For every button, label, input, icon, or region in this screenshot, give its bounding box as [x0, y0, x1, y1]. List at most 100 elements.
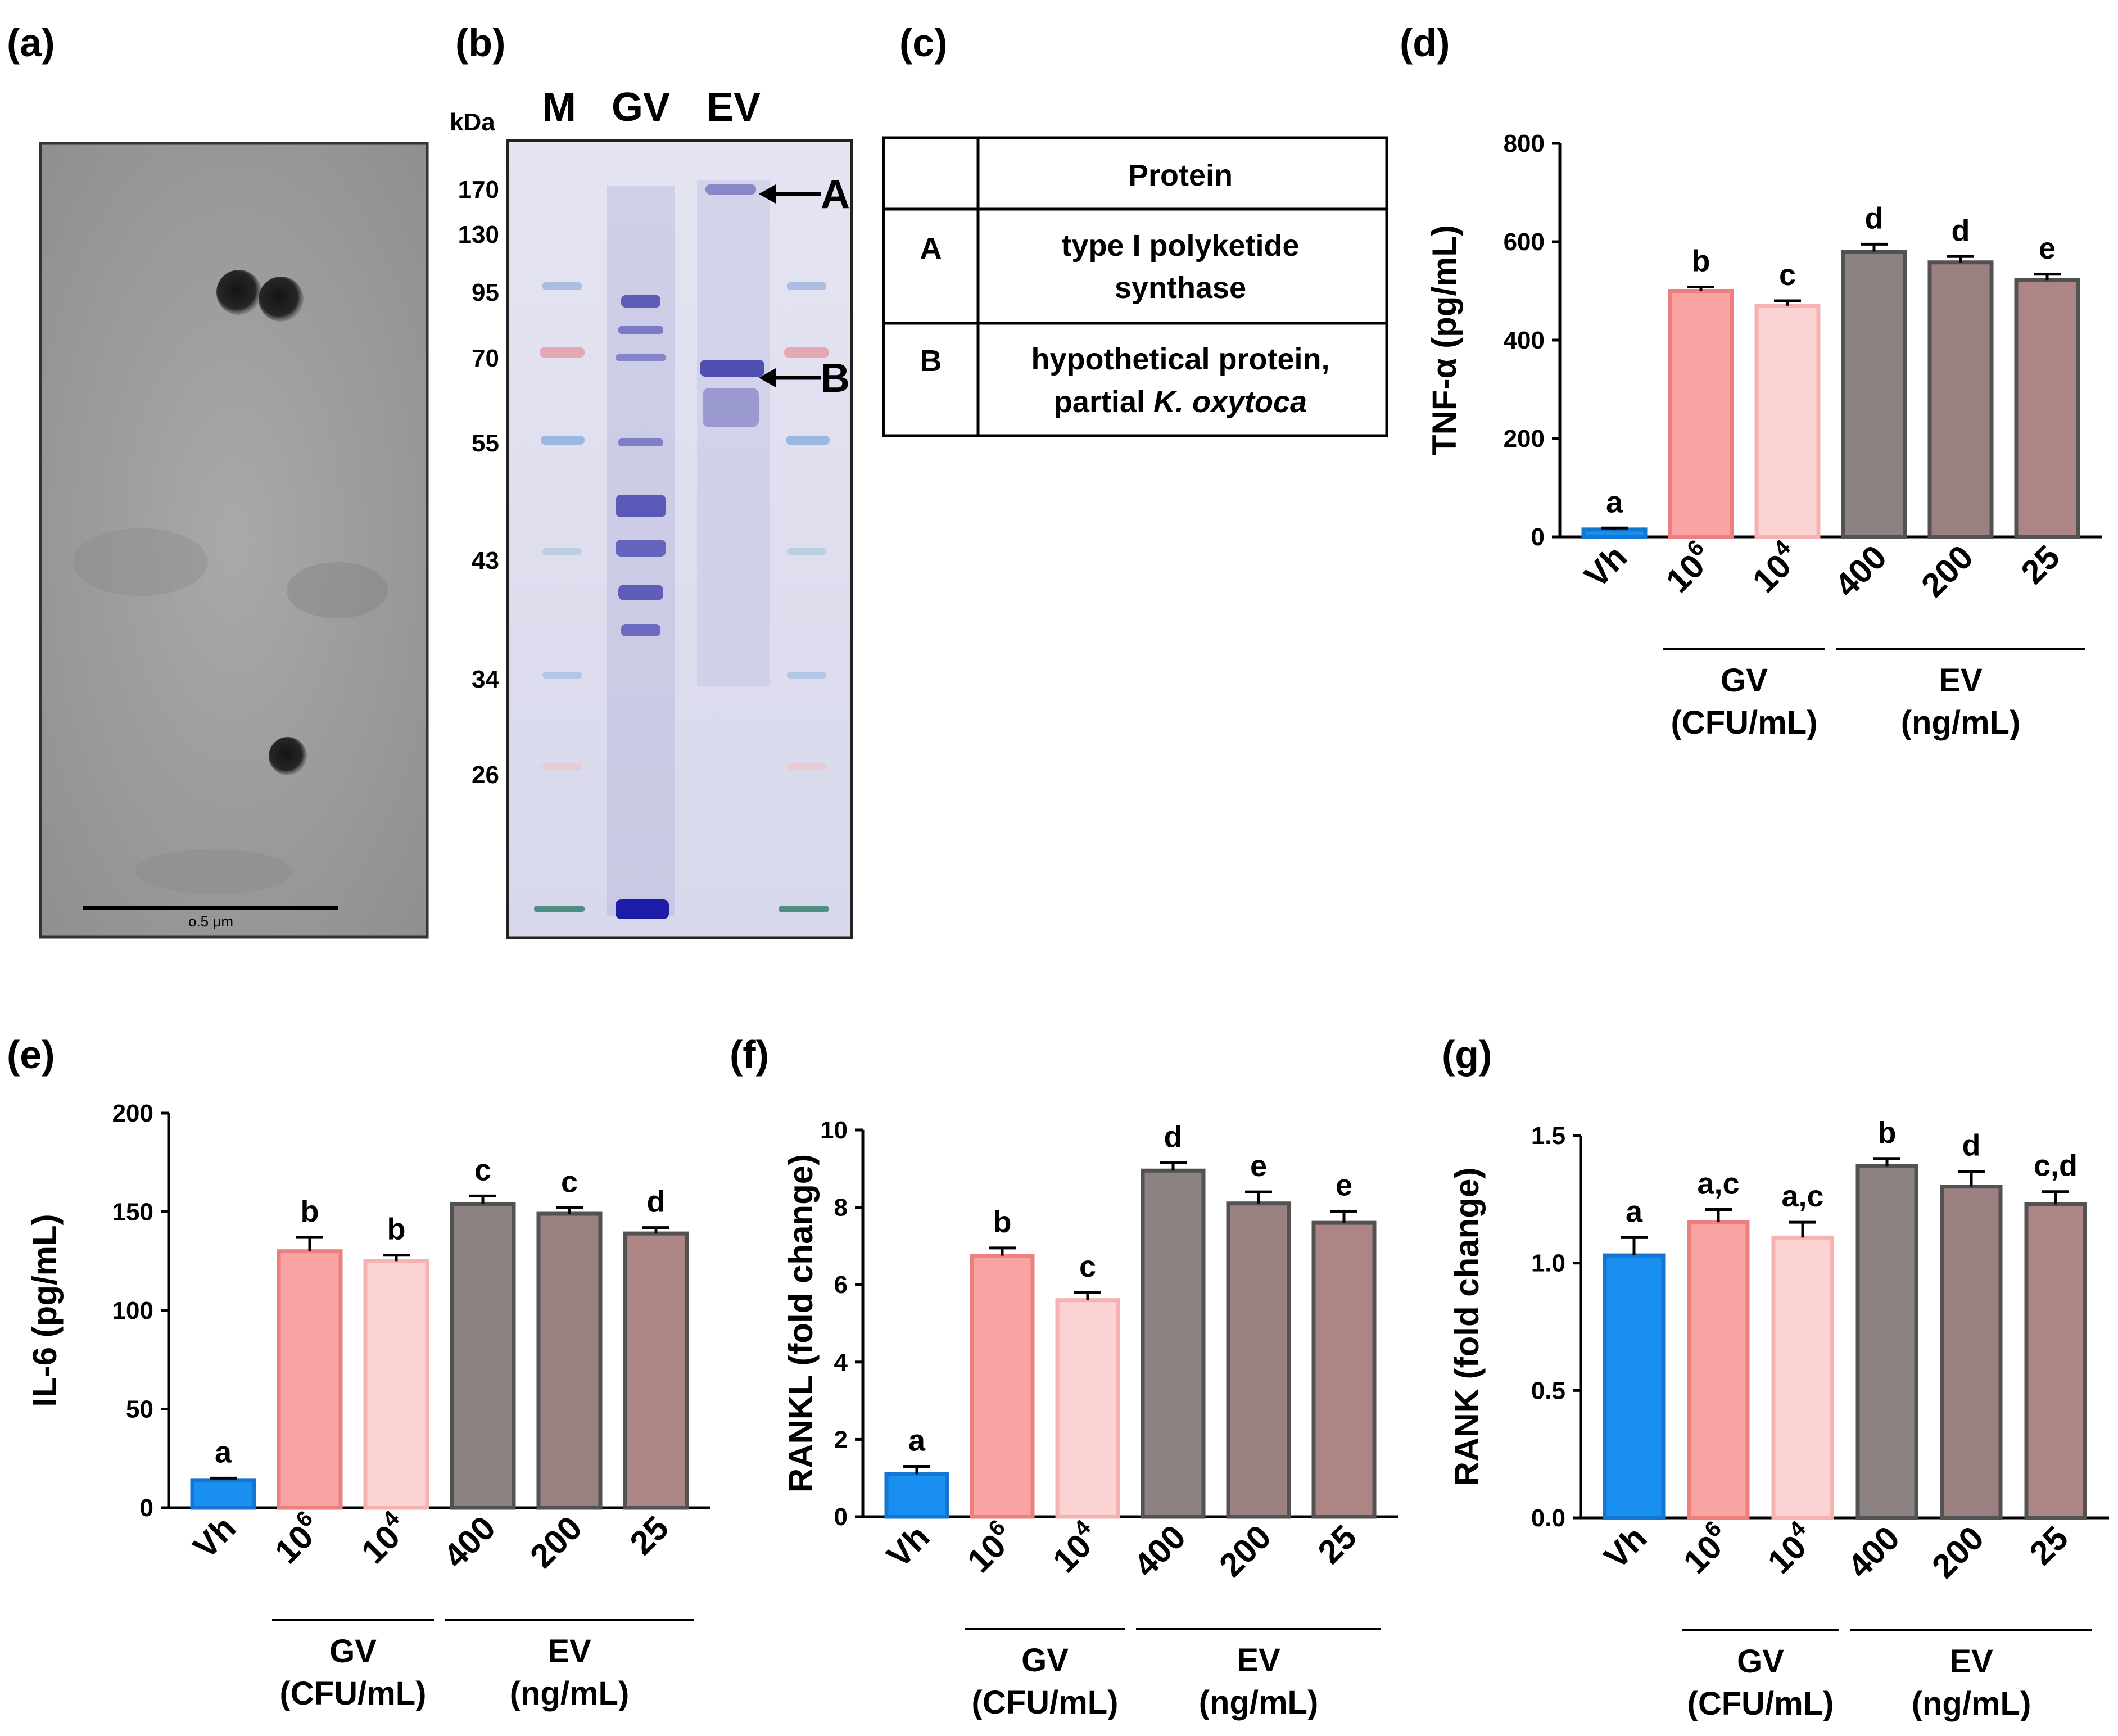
significance-label: d: [647, 1185, 666, 1219]
table-row-id: B: [920, 344, 942, 378]
panel-label-a: (a): [7, 21, 55, 65]
category-label: 106: [957, 1515, 1022, 1580]
bar: [1055, 1298, 1120, 1519]
bar: [1311, 1220, 1377, 1519]
lane-label-m: M: [542, 85, 576, 130]
panel-label-e: (e): [7, 1033, 55, 1077]
category-label: 200: [1914, 538, 1980, 604]
bar: [277, 1249, 343, 1510]
significance-label: c: [1079, 1250, 1096, 1283]
significance-label: c: [474, 1153, 491, 1187]
marker-label: 70: [472, 345, 499, 372]
category-label: 400: [436, 1509, 503, 1575]
panel-label-c: (c): [899, 21, 948, 65]
ev-lane: [697, 180, 770, 686]
bar: [1581, 527, 1648, 539]
bar: [450, 1201, 516, 1510]
kda-label: kDa: [450, 108, 495, 136]
significance-label: a: [1606, 485, 1623, 519]
scale-bar-label: o.5 μm: [188, 913, 233, 930]
chart-g: 0.0 0.5 1.0 1.5 RANK (fold change) a Vh a,c 106 a…: [1448, 1116, 2109, 1722]
bar: [1940, 1185, 2003, 1520]
gv-lane: [607, 186, 675, 919]
panel-label-b: (b): [455, 21, 505, 65]
y-tick-label: 50: [126, 1396, 153, 1423]
category-label: 104: [1043, 1515, 1108, 1580]
category-label: 104: [351, 1506, 417, 1571]
marker-label: 26: [472, 761, 499, 789]
marker-lane-left: [534, 282, 585, 912]
bar: [623, 1231, 689, 1510]
group-unit-label: (CFU/mL): [1671, 704, 1818, 741]
group-unit-label: (ng/mL): [1901, 704, 2021, 741]
bar: [1687, 1220, 1750, 1520]
significance-label: b: [993, 1205, 1012, 1239]
y-tick-label: 100: [112, 1297, 153, 1324]
y-tick-label: 200: [1504, 425, 1545, 453]
chart-e: 0 50 100 150 200 IL-6 (pg/mL) a Vh b 106 b 104 c 400 c…: [26, 1100, 710, 1712]
marker-label: 34: [472, 666, 499, 693]
group-label: EV: [547, 1633, 591, 1670]
lane-label-gv: GV: [612, 85, 670, 130]
category-label: 25: [2022, 1519, 2076, 1572]
category-label: 400: [1840, 1519, 1907, 1585]
y-axis-label: RANK (fold change): [1448, 1168, 1486, 1486]
arrow-label-a: A: [821, 172, 850, 217]
significance-label: b: [1692, 245, 1710, 278]
gel-frame: [506, 139, 853, 939]
tem-texture: [73, 528, 208, 596]
vesicle: [216, 270, 261, 315]
bar: [1754, 304, 1821, 539]
y-tick-label: 8: [834, 1194, 848, 1222]
y-axis-label: RANKL (fold change): [782, 1154, 820, 1493]
marker-lane-right: [779, 282, 830, 912]
group-unit-label: (CFU/mL): [280, 1675, 427, 1712]
y-tick-label: 0: [140, 1494, 153, 1522]
marker-label: 55: [472, 430, 499, 457]
marker-label: 170: [458, 176, 499, 204]
category-label: Vh: [186, 1509, 243, 1566]
significance-label: a: [908, 1424, 926, 1458]
significance-label: c: [561, 1165, 578, 1199]
bar: [536, 1211, 603, 1510]
bar: [2014, 278, 2080, 539]
category-label: Vh: [1597, 1519, 1654, 1576]
y-tick-label: 200: [112, 1100, 153, 1127]
y-tick-label: 600: [1504, 228, 1545, 256]
group-label: GV: [1721, 662, 1768, 699]
y-tick-label: 10: [820, 1116, 848, 1144]
category-label: 25: [623, 1509, 676, 1562]
tem-texture: [287, 562, 388, 618]
sds-page-gel: kDa M GV EV 170 130 95 70 55 43 34 26: [450, 85, 853, 939]
y-tick-label: 4: [834, 1349, 848, 1376]
significance-label: b: [1878, 1116, 1897, 1150]
group-label: GV: [329, 1633, 377, 1670]
table-cell-species: K. oxytoca: [1153, 385, 1307, 419]
bar: [1226, 1201, 1291, 1519]
arrow-b: B: [759, 356, 850, 401]
arrow-label-b: B: [821, 356, 850, 401]
significance-label: d: [1865, 201, 1884, 235]
bar: [1668, 289, 1734, 539]
y-axis-label: IL-6 (pg/mL): [26, 1214, 64, 1407]
y-tick-label: 1.5: [1531, 1122, 1565, 1150]
category-label: 25: [1311, 1518, 1364, 1571]
group-label: EV: [1237, 1642, 1280, 1679]
marker-label: 43: [472, 547, 499, 575]
tem-micrograph: o.5 μm: [39, 142, 429, 939]
panel-label-g: (g): [1442, 1033, 1492, 1077]
category-label: 200: [523, 1509, 589, 1575]
chart-d: 0 200 400 600 800 TNF-α (pg/mL) a Vh b 106 c 104 d 40…: [1425, 130, 2102, 741]
group-label: EV: [1939, 662, 1983, 699]
group-unit-label: (CFU/mL): [972, 1684, 1119, 1721]
category-label: 400: [1827, 538, 1894, 604]
y-tick-label: 6: [834, 1271, 848, 1299]
panel-label-d: (d): [1400, 21, 1450, 65]
bar: [1603, 1253, 1666, 1520]
table-row-id: A: [920, 232, 942, 265]
significance-label: d: [1164, 1120, 1183, 1154]
table-cell: synthase: [1115, 271, 1246, 305]
significance-label: a,c: [1697, 1167, 1739, 1200]
vesicle: [269, 737, 307, 775]
category-label: 200: [1212, 1518, 1278, 1584]
